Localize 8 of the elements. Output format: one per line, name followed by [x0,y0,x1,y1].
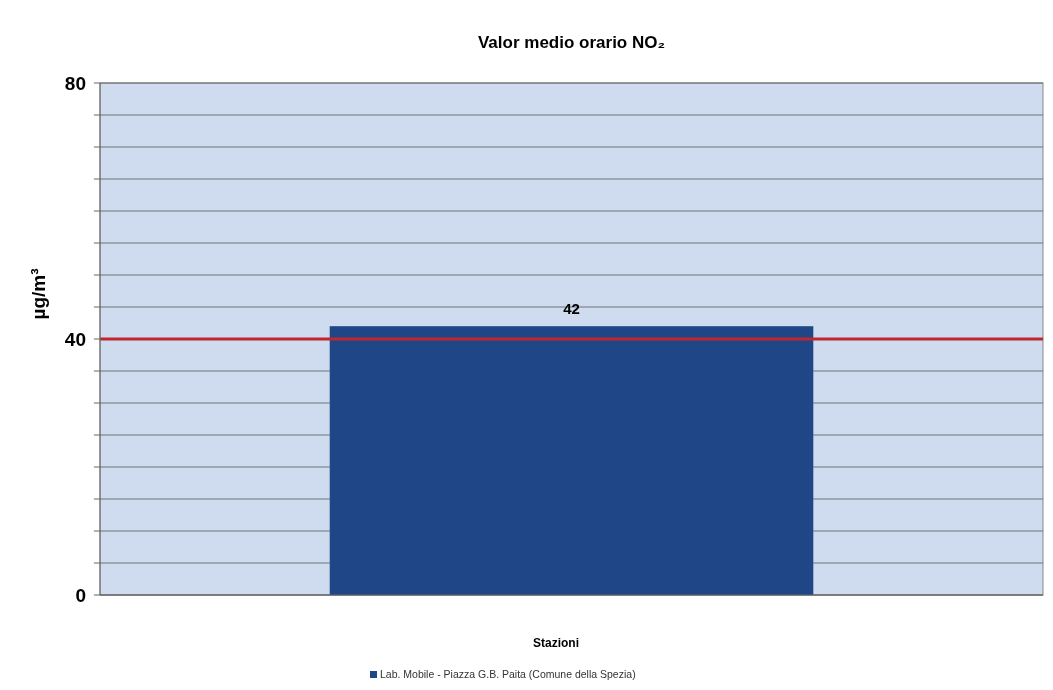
y-tick-label: 80 [64,72,86,94]
y-axis-title: µg/m³ [28,268,49,320]
legend-label: Lab. Mobile - Piazza G.B. Paita (Comune della Spezia) [380,668,636,680]
y-tick-label: 0 [75,584,86,606]
chart-title: Valor medio orario NO₂ [477,33,666,52]
y-tick-label: 40 [64,328,86,350]
x-axis-title: Stazioni [532,636,580,650]
data-label: 42 [563,300,580,318]
